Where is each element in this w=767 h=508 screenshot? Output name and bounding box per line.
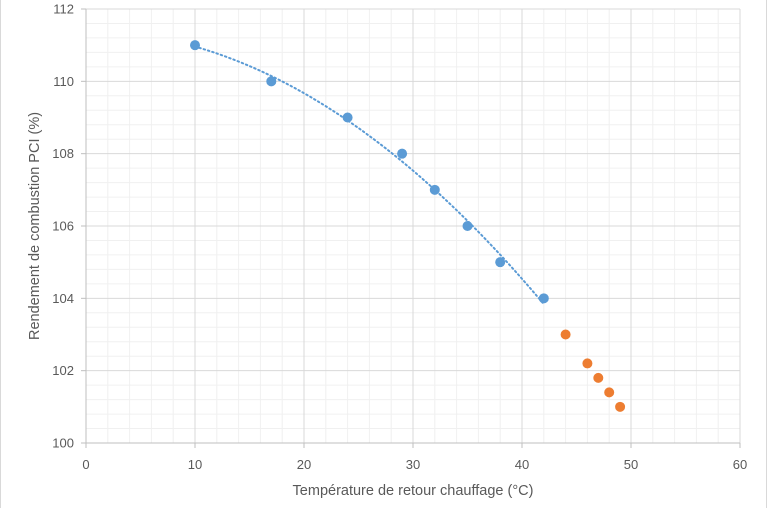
data-point-series-1 <box>266 76 277 87</box>
x-tick-label: 60 <box>733 457 747 472</box>
x-tick-label: 20 <box>297 457 311 472</box>
y-axis-title: Rendement de combustion PCI (%) <box>27 112 43 340</box>
data-point-series-1 <box>190 40 200 51</box>
y-tick-label: 100 <box>52 436 74 451</box>
y-tick-label: 110 <box>53 74 74 89</box>
y-tick-label: 112 <box>53 2 74 17</box>
y-tick-label: 106 <box>52 219 74 234</box>
data-point-series-2 <box>615 401 626 412</box>
y-tick-label: 102 <box>52 363 74 378</box>
trendline <box>194 45 545 306</box>
data-point-series-2 <box>560 329 571 340</box>
data-point-series-2 <box>593 372 604 383</box>
data-point-series-2 <box>582 358 593 369</box>
x-tick-label: 40 <box>515 457 529 472</box>
data-points <box>190 40 626 412</box>
data-point-series-1 <box>397 148 408 159</box>
y-tick-label: 108 <box>52 146 74 161</box>
x-tick-label: 50 <box>624 457 638 472</box>
trendline-layer <box>194 45 545 306</box>
x-tick-label: 0 <box>82 457 89 472</box>
major-gridlines <box>85 8 741 444</box>
data-point-series-2 <box>604 387 615 398</box>
data-point-series-1 <box>538 293 549 304</box>
x-tick-label: 10 <box>188 457 202 472</box>
y-tick-labels: 100 102 104 106 108 110 112 <box>52 2 74 451</box>
x-tick-label: 30 <box>406 457 420 472</box>
data-point-series-1 <box>495 257 506 268</box>
y-tick-label: 104 <box>52 291 74 306</box>
data-point-series-1 <box>342 112 353 123</box>
data-point-series-1 <box>462 221 473 231</box>
axes <box>81 8 741 448</box>
x-tick-labels: 0 10 20 30 40 50 60 <box>82 457 747 472</box>
data-point-series-1 <box>429 184 440 195</box>
x-axis-title: Température de retour chauffage (°C) <box>293 483 534 499</box>
